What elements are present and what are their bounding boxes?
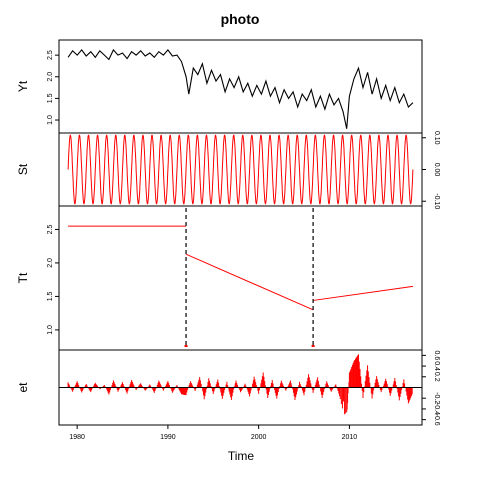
panel-st: -0.10 0.00 0.10 St	[16, 131, 440, 209]
y-tick-label: -0.2	[433, 392, 440, 404]
panels: 1.0 1.5 2.0 2.5 Yt -0.10 0.00 0.10 St 1.0 1.5 2.0 2.…	[16, 39, 440, 426]
x-tick-label: 1980	[69, 434, 85, 441]
y-tick-label: 1.5	[47, 93, 54, 103]
panel-frame-et	[58, 349, 423, 426]
y-tick-label: 0.4	[433, 361, 440, 371]
breakpoints	[184, 208, 315, 348]
y-tick-label: 0.2	[433, 372, 440, 382]
chart-title: photo	[221, 11, 260, 27]
y-tick-label: 2.5	[47, 50, 54, 60]
y-tick-label: 1.0	[47, 325, 54, 335]
panel-et: -0.6-0.4-0.2 0.20.40.6 et	[16, 349, 440, 426]
y-tick-label: 0.00	[433, 163, 440, 177]
y-tick-label: -0.6	[433, 414, 440, 426]
y-axis-label-tt: Tt	[16, 272, 30, 283]
y-tick-label: 2.0	[47, 72, 54, 82]
y-tick-label: 1.0	[47, 115, 54, 125]
y-tick-label: 2.0	[47, 258, 54, 268]
panel-yt: 1.0 1.5 2.0 2.5 Yt	[16, 39, 423, 134]
x-axis: 1980 1990 2000 2010	[69, 425, 357, 441]
y-axis-label-yt: Yt	[16, 80, 30, 92]
x-tick-label: 2010	[342, 434, 358, 441]
y-tick-label: -0.10	[433, 193, 440, 209]
y-axis-st: -0.10 0.00 0.10 St	[16, 131, 440, 209]
y-axis-et: -0.6-0.4-0.2 0.20.40.6 et	[16, 350, 440, 425]
y-axis-yt: 1.0 1.5 2.0 2.5 Yt	[16, 50, 59, 125]
y-tick-label: 2.5	[47, 224, 54, 234]
seasonal-line	[67, 134, 414, 205]
y-tick-label: 0.6	[433, 350, 440, 360]
y-axis-tt: 1.0 1.5 2.0 2.5 Tt	[16, 224, 59, 335]
panel-frame-yt	[58, 39, 423, 134]
y-axis-label-et: et	[16, 382, 30, 393]
y-tick-label: -0.4	[433, 403, 440, 415]
series-line-yt	[67, 48, 414, 129]
trend-segment-3	[313, 285, 413, 301]
x-tick-label: 2000	[251, 434, 267, 441]
x-axis-label: Time	[228, 449, 255, 463]
trend-segment-2	[185, 253, 314, 311]
panel-tt: 1.0 1.5 2.0 2.5 Tt	[16, 205, 423, 351]
y-tick-label: 1.5	[47, 291, 54, 301]
y-tick-label: 0.10	[433, 131, 440, 145]
x-tick-label: 1990	[160, 434, 176, 441]
y-axis-label-st: St	[16, 163, 30, 175]
residual-bars	[67, 354, 413, 415]
